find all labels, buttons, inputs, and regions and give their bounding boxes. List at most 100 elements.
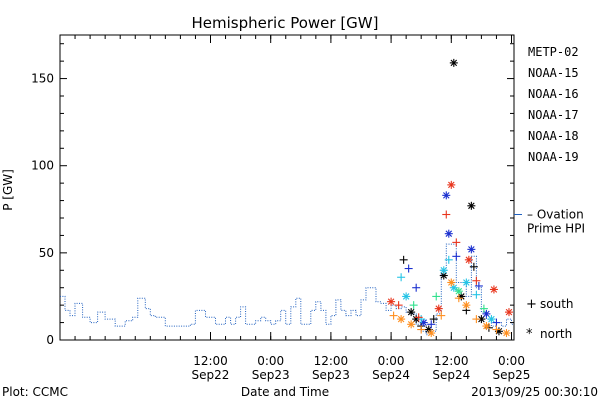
north-marker (402, 292, 411, 301)
north-marker (407, 308, 416, 317)
x-tick-time-label: 12:00 (434, 354, 469, 368)
marker-stroke (450, 59, 458, 67)
marker-stroke (483, 322, 490, 330)
x-tick-time-label: 0:00 (257, 354, 284, 368)
south-marker (409, 301, 418, 310)
x-tick-time-label: 0:00 (378, 354, 405, 368)
plot-frame (59, 34, 515, 341)
north-marker (504, 308, 513, 317)
north-marker (489, 285, 498, 294)
south-marker (472, 290, 481, 299)
x-axis: 12:00Sep220:00Sep2312:00Sep230:00Sep2412… (59, 35, 531, 382)
x-tick-date-label: Sep24 (372, 368, 410, 382)
marker-stroke (445, 230, 453, 237)
legend-series-label: NOAA-17 (528, 108, 579, 122)
south-marker (492, 318, 501, 327)
south-marker (389, 311, 398, 320)
south-marker (492, 325, 501, 334)
y-tick-label: 0 (46, 333, 54, 347)
x-tick-time-label: 12:00 (314, 354, 349, 368)
plot-timestamp: 2013/09/25 00:30:10 (471, 385, 598, 399)
south-marker (474, 281, 483, 290)
south-marker (452, 252, 461, 261)
marker-stroke (450, 284, 458, 291)
south-marker (429, 315, 438, 324)
south-marker (472, 315, 481, 324)
marker-stroke (443, 192, 450, 199)
north-marker (439, 266, 448, 275)
satellite-points (387, 58, 513, 338)
north-marker (502, 329, 511, 338)
marker-stroke (448, 279, 455, 286)
north-marker (487, 315, 496, 324)
south-marker (412, 283, 421, 292)
y-tick-label: 100 (31, 159, 54, 173)
south-marker (452, 238, 461, 247)
marker-stroke (440, 272, 448, 279)
marker-stroke (463, 301, 470, 309)
north-marker (467, 245, 476, 254)
marker-stroke (463, 279, 470, 286)
x-tick-time-label: 12:00 (193, 354, 228, 368)
marker-stroke (468, 202, 475, 210)
y-axis: 0 50 100 150 (31, 43, 514, 347)
marker-stroke (427, 329, 435, 337)
marker-legend-label: north (540, 327, 572, 341)
x-tick-date-label: Sep24 (432, 368, 470, 382)
south-marker (444, 255, 453, 264)
marker-stroke (483, 310, 490, 318)
north-marker (462, 278, 471, 287)
north-marker (442, 191, 451, 200)
y-tick-label: 50 (39, 246, 54, 260)
marker-stroke (402, 293, 410, 300)
south-marker (469, 262, 478, 271)
north-marker (447, 278, 456, 287)
y-tick-label: 150 (31, 72, 54, 86)
south-marker (414, 313, 423, 322)
south-marker (442, 210, 451, 219)
marker-stroke (448, 181, 455, 189)
marker-stroke (420, 319, 427, 326)
x-tick-date-label: Sep25 (493, 368, 531, 382)
north-marker (482, 322, 491, 331)
north-marker (407, 320, 416, 329)
south-marker (472, 276, 481, 285)
marker-stroke (387, 298, 395, 305)
north-marker (449, 58, 458, 67)
marker-stroke (407, 321, 415, 328)
marker-stroke (435, 305, 443, 312)
south-marker (479, 304, 488, 313)
south-marker (432, 292, 441, 301)
marker-stroke (397, 315, 405, 323)
x-tick-date-label: Sep22 (192, 368, 230, 382)
marker-stroke (468, 246, 475, 253)
ovation-legend-label: – Ovation (527, 208, 584, 222)
north-marker (447, 180, 456, 189)
legend-series-label: NOAA-16 (528, 87, 579, 101)
south-marker (394, 301, 403, 310)
marker-stroke (440, 267, 448, 274)
marker-stroke (407, 308, 415, 316)
north-marker (482, 309, 491, 318)
marker-stroke (488, 315, 495, 323)
south-marker (454, 294, 463, 303)
north-marker (427, 329, 436, 338)
north-symbol-icon: * (526, 327, 533, 342)
marker-stroke (505, 308, 513, 316)
y-axis-label: P [GW] (1, 169, 15, 211)
legend-series-label: METP-02 (528, 45, 579, 59)
north-marker (444, 229, 453, 238)
marker-stroke (478, 315, 485, 323)
north-marker (462, 301, 471, 310)
plot-credit: Plot: CCMC (2, 385, 68, 399)
x-axis-label: Date and Time (241, 385, 329, 399)
legend-series-label: NOAA-19 (528, 150, 579, 164)
north-marker (387, 297, 396, 306)
north-marker (434, 304, 443, 313)
marker-stroke (503, 329, 510, 337)
legend-series-label: NOAA-15 (528, 66, 579, 80)
north-marker (464, 255, 473, 264)
marker-stroke (495, 328, 503, 335)
south-marker (404, 264, 413, 273)
